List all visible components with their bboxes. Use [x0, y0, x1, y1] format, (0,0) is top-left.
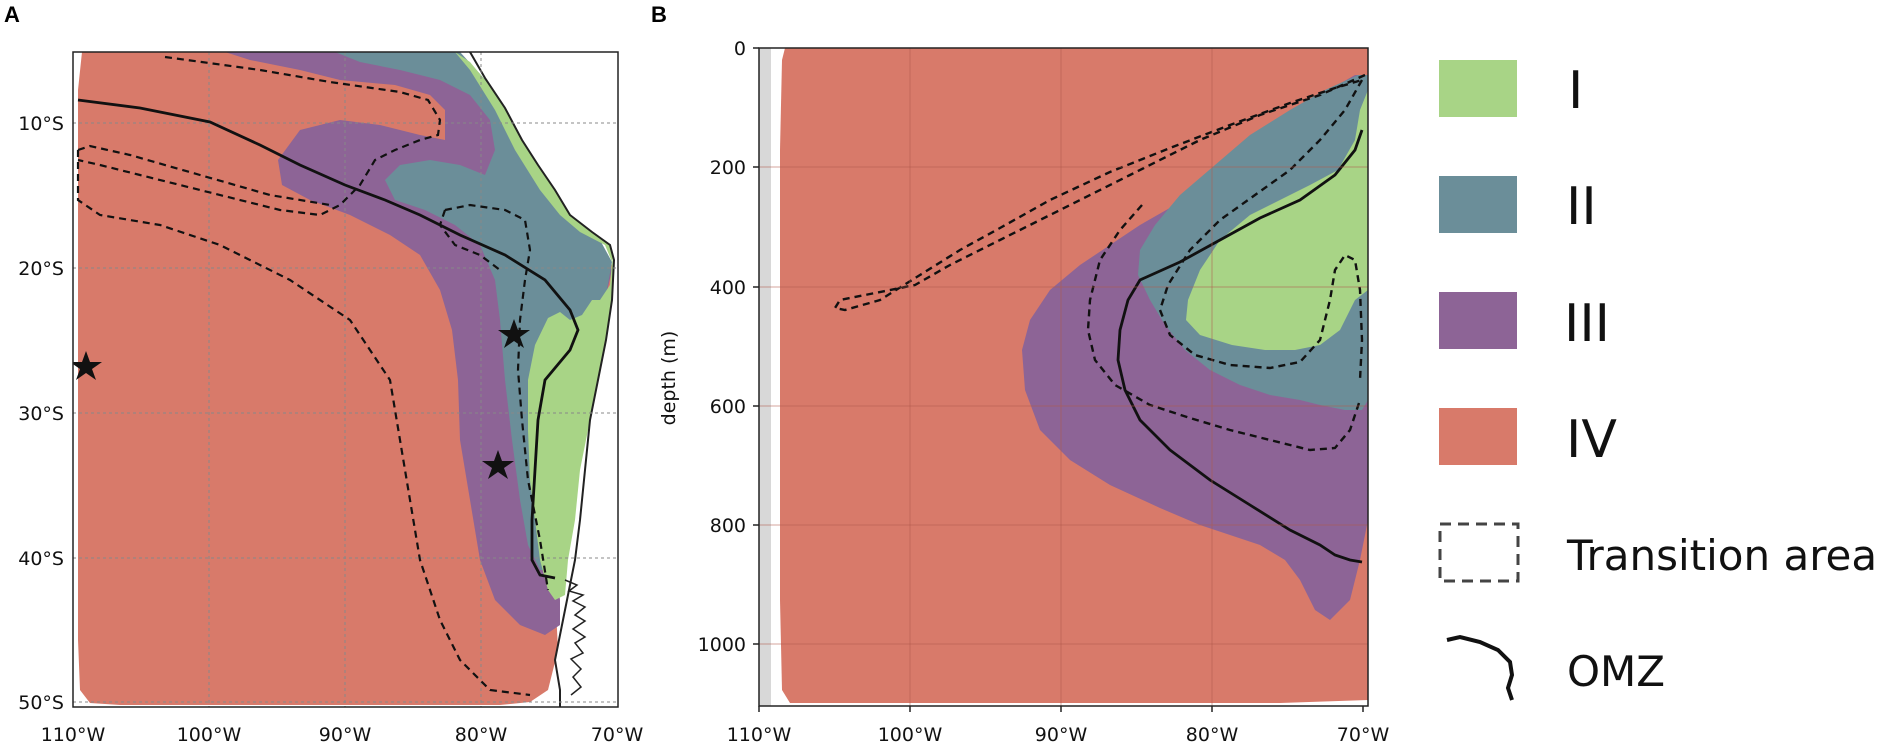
legend-label: II — [1566, 177, 1597, 237]
legend-omz-label: OMZ — [1567, 647, 1665, 696]
a-ytick: 10°S — [18, 113, 64, 135]
star-marker — [482, 450, 514, 479]
legend-transition-label: Transition area — [1566, 531, 1877, 580]
panel-a-coastline — [469, 52, 616, 707]
a-xtick: 80°W — [455, 724, 508, 746]
panel-a-gridlines — [73, 52, 618, 707]
b-xtick: 80°W — [1186, 724, 1239, 746]
b-ytick: 800 — [710, 515, 746, 537]
a-xtick: 70°W — [591, 724, 644, 746]
a-ytick: 40°S — [18, 548, 64, 570]
legend-item: I — [1439, 60, 1583, 121]
a-xtick: 100°W — [177, 724, 242, 746]
b-xtick: 100°W — [878, 724, 943, 746]
legend-omz: OMZ — [1446, 634, 1665, 701]
b-xtick: 110°W — [727, 724, 792, 746]
panel-b-gray-strip — [759, 48, 771, 706]
panel-b-omz-line — [1116, 129, 1364, 564]
panel-b-frame — [758, 47, 1369, 707]
panel-b-letter: B — [651, 2, 667, 27]
panel-b-y-ticks: 0 200 400 600 800 1000 — [698, 38, 746, 656]
panel-b-gridlines — [759, 48, 1368, 706]
panel-b-ylabel: depth (m) — [658, 331, 680, 426]
panel-a-region-i — [455, 52, 615, 600]
panel-a-x-ticks: 110°W 100°W 90°W 80°W 70°W — [41, 724, 644, 746]
b-ytick: 1000 — [698, 634, 746, 656]
panel-a-letter: A — [4, 2, 20, 27]
legend-swatch — [1439, 176, 1517, 233]
panel-a-fjords — [564, 579, 587, 696]
star-marker — [73, 351, 102, 380]
panel-b-region-i — [1186, 90, 1368, 350]
star-marker — [498, 319, 530, 348]
panel-b-section: 0 200 400 600 800 1000 110°W 100°W 90°W … — [658, 38, 1389, 746]
a-xtick: 110°W — [41, 724, 106, 746]
panel-b-x-ticks: 110°W 100°W 90°W 80°W 70°W — [727, 724, 1390, 746]
legend-item: II — [1439, 176, 1597, 237]
legend-swatch — [1439, 292, 1517, 349]
a-ytick: 30°S — [18, 403, 64, 425]
panel-a-transition-contours — [76, 55, 550, 697]
panel-a-map: 110°W 100°W 90°W 80°W 70°W 10°S 20°S 30°… — [18, 51, 644, 746]
panel-a-star-markers — [73, 319, 530, 479]
b-ytick: 600 — [710, 396, 746, 418]
b-ytick: 0 — [734, 38, 746, 60]
legend-item: III — [1439, 292, 1610, 354]
panel-a-omz-line — [77, 98, 580, 580]
legend-label: I — [1568, 61, 1583, 121]
legend-item: IV — [1439, 408, 1617, 470]
a-ytick: 20°S — [18, 258, 64, 280]
legend-label: IV — [1566, 410, 1617, 470]
legend: I II III IV Transition area OMZ — [1438, 60, 1877, 701]
legend-omz-line — [1446, 634, 1515, 701]
panel-a-frame — [72, 51, 619, 708]
legend-transition: Transition area — [1438, 522, 1877, 583]
b-ytick: 200 — [710, 157, 746, 179]
legend-swatch — [1439, 408, 1517, 465]
legend-swatch — [1439, 60, 1517, 117]
a-ytick: 50°S — [18, 692, 64, 714]
b-ytick: 400 — [710, 277, 746, 299]
legend-dashed-swatch — [1438, 522, 1520, 583]
a-xtick: 90°W — [319, 724, 372, 746]
panel-a-y-ticks: 10°S 20°S 30°S 40°S 50°S — [18, 113, 64, 714]
b-xtick: 90°W — [1035, 724, 1088, 746]
panel-a-land — [470, 52, 618, 707]
panel-b-tick-marks — [753, 47, 1364, 712]
legend-label: III — [1564, 294, 1610, 354]
b-xtick: 70°W — [1337, 724, 1390, 746]
